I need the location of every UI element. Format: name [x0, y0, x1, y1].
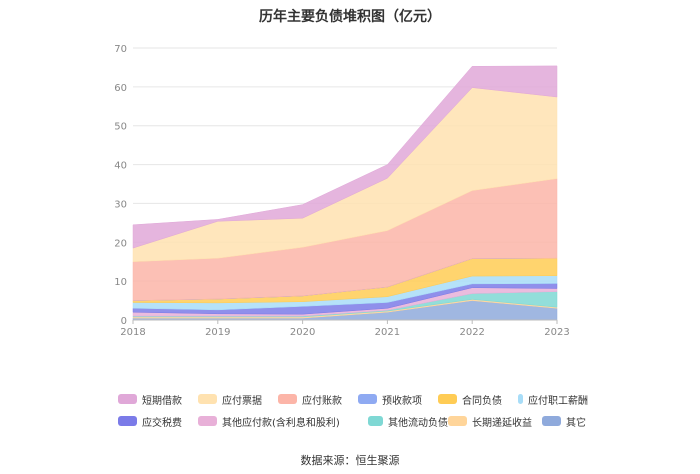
x-tick-label: 2023: [544, 327, 569, 338]
x-tick-label: 2018: [120, 327, 145, 338]
chart-title: 历年主要负债堆积图（亿元）: [259, 9, 441, 25]
legend-item[interactable]: 预收款项: [358, 392, 438, 407]
legend-label: 应付票据: [222, 395, 262, 407]
legend-label: 应交税费: [142, 417, 182, 429]
data-source-note: 数据来源：恒生聚源: [300, 454, 400, 467]
x-tick-label: 2021: [375, 327, 400, 338]
legend-item[interactable]: 长期递延收益: [448, 414, 542, 429]
legend-swatch: [518, 394, 523, 404]
legend-item[interactable]: 短期借款: [118, 392, 198, 407]
y-tick-label: 60: [114, 83, 127, 94]
legend-swatch: [438, 394, 457, 404]
legend-swatch: [198, 394, 217, 404]
legend-swatch: [542, 416, 561, 426]
chart-legend: 短期借款 应付票据 应付账款 预收款项 合同负债 应付职工薪酬 应交税费 其他应付款(含利息…: [118, 388, 588, 432]
area-series-短期借款: [132, 65, 558, 249]
legend-swatch: [358, 394, 377, 404]
legend-swatch: [448, 416, 467, 426]
legend-swatch: [198, 416, 217, 426]
legend-swatch: [278, 394, 297, 404]
legend-item[interactable]: 应交税费: [118, 414, 198, 429]
legend-item[interactable]: 应付票据: [198, 392, 278, 407]
legend-item[interactable]: 其他流动负债: [368, 414, 448, 429]
legend-swatch: [118, 416, 137, 426]
legend-item[interactable]: 其他应付款(含利息和股利): [198, 414, 368, 429]
legend-item[interactable]: 应付账款: [278, 392, 358, 407]
legend-label: 应付职工薪酬: [528, 395, 588, 407]
legend-item[interactable]: 合同负债: [438, 392, 518, 407]
y-tick-label: 30: [114, 199, 127, 210]
legend-label: 长期递延收益: [472, 417, 532, 429]
legend-label: 短期借款: [142, 395, 182, 407]
legend-swatch: [368, 416, 383, 426]
x-tick-label: 2022: [459, 327, 484, 338]
legend-row: 短期借款 应付票据 应付账款 预收款项 合同负债 应付职工薪酬: [118, 388, 588, 410]
legend-item[interactable]: 应付职工薪酬: [518, 392, 588, 407]
y-tick-label: 50: [114, 122, 127, 133]
legend-label: 其他应付款(含利息和股利): [222, 417, 340, 429]
y-tick-label: 40: [114, 161, 127, 172]
x-tick-label: 2019: [205, 327, 230, 338]
y-tick-label: 0: [121, 316, 127, 327]
legend-label: 应付账款: [302, 395, 342, 407]
x-tick-label: 2020: [290, 327, 315, 338]
legend-label: 其他流动负债: [388, 417, 448, 429]
y-tick-label: 70: [114, 44, 127, 55]
legend-label: 预收款项: [382, 395, 422, 407]
y-tick-label: 10: [114, 277, 127, 288]
y-tick-label: 20: [114, 238, 127, 249]
legend-row: 应交税费 其他应付款(含利息和股利) 其他流动负债 长期递延收益 其它: [118, 410, 588, 432]
legend-item[interactable]: 其它: [542, 414, 588, 429]
legend-label: 合同负债: [462, 395, 502, 407]
legend-swatch: [118, 394, 137, 404]
legend-label: 其它: [566, 417, 586, 429]
